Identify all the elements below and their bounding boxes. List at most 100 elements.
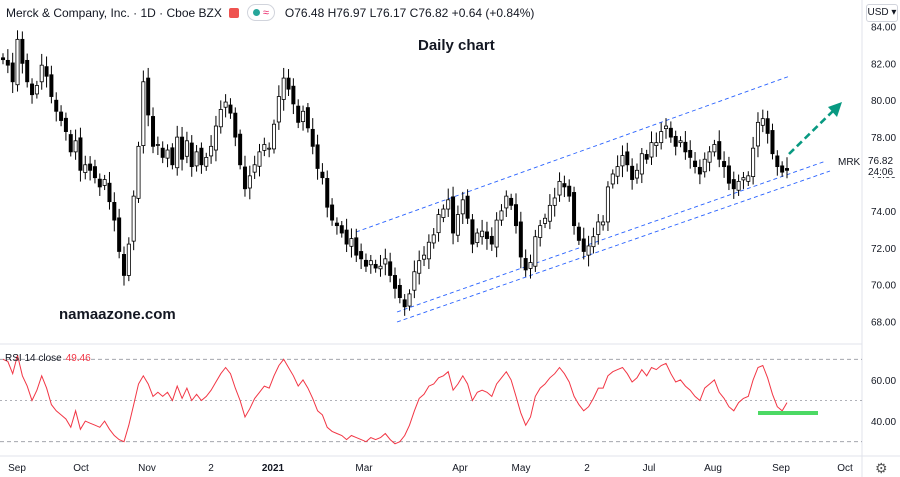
candle-body: [141, 81, 146, 146]
candle: [218, 100, 223, 134]
candle: [392, 267, 397, 299]
candle: [562, 175, 567, 198]
candle-body: [634, 169, 639, 179]
candle-body: [20, 38, 25, 64]
candle-body: [567, 185, 572, 197]
candle-body: [683, 141, 688, 153]
time-tick-label: Nov: [138, 463, 156, 474]
time-tick-label: Mar: [355, 463, 373, 474]
candle-body: [480, 230, 485, 238]
candle: [78, 127, 83, 182]
rsi-tick-label: 60.00: [871, 376, 896, 387]
candle: [34, 80, 39, 99]
candle-body: [610, 173, 615, 185]
candle-body: [39, 64, 44, 83]
candle-body: [310, 128, 315, 147]
time-tick-label: 2021: [262, 463, 285, 474]
candle: [146, 67, 151, 127]
candle: [131, 190, 136, 251]
candlestick-series: [0, 30, 790, 316]
candle: [15, 30, 20, 92]
candle-body: [180, 136, 185, 160]
candle-body: [422, 254, 427, 260]
candle-body: [755, 121, 760, 147]
candle: [242, 155, 247, 197]
candle-body: [630, 165, 635, 180]
candle-body: [218, 109, 223, 128]
time-tick-label: May: [512, 463, 531, 474]
candle: [702, 152, 707, 178]
time-tick-label: Apr: [452, 463, 468, 474]
rsi-pane: 40.00 60.00: [0, 355, 896, 445]
candle-body: [267, 147, 272, 150]
candle-body: [209, 145, 214, 157]
candle: [504, 190, 509, 217]
candle-body: [83, 164, 88, 173]
candle: [630, 158, 635, 190]
candle-body: [97, 178, 102, 188]
candle-body: [562, 183, 567, 188]
candle-body: [189, 142, 194, 168]
candle: [141, 70, 146, 154]
symbol-header: Merck & Company, Inc. · 1D · Cboe BZX ≈ …: [6, 4, 534, 21]
candle-body: [92, 166, 97, 179]
candle-body: [470, 219, 475, 245]
candle-body: [417, 260, 422, 274]
candle: [54, 92, 59, 122]
candle-body: [644, 154, 649, 160]
candle: [325, 170, 330, 218]
candle-body: [107, 182, 112, 203]
approx-icon: ≈: [262, 6, 269, 19]
flag-icon[interactable]: [228, 7, 239, 18]
candle: [731, 171, 736, 199]
candle-body: [368, 260, 373, 266]
candle: [117, 208, 122, 259]
currency-button[interactable]: USD ▾: [866, 4, 898, 22]
candle: [557, 172, 562, 202]
candle-body: [446, 199, 451, 210]
candle-body: [25, 59, 30, 83]
candle-body: [402, 299, 407, 308]
candle: [44, 56, 49, 88]
candle: [605, 181, 610, 231]
candle-body: [131, 195, 136, 242]
candle: [354, 228, 359, 262]
arrow-shaft: [788, 109, 835, 155]
time-tick-label: Aug: [704, 463, 722, 474]
candle: [180, 126, 185, 171]
candle: [470, 214, 475, 254]
candle: [436, 208, 441, 242]
candle-body: [746, 175, 751, 182]
candle-body: [533, 236, 538, 267]
candle: [620, 145, 625, 178]
last-price-label: 76.82: [868, 156, 893, 167]
candle-body: [673, 135, 678, 147]
candle: [262, 137, 267, 157]
rsi-legend[interactable]: RSI 14 close 49.46: [5, 353, 91, 364]
candle-body: [654, 142, 659, 146]
candle-body: [296, 105, 301, 123]
candle-body: [257, 151, 262, 167]
candle: [238, 129, 243, 170]
countdown-label: 24:06: [868, 167, 893, 178]
symbol-line[interactable]: Merck & Company, Inc. · 1D · Cboe BZX: [6, 5, 222, 20]
price-tick-label: 84.00: [871, 22, 896, 33]
candle: [518, 211, 523, 269]
candle: [446, 188, 451, 217]
candle: [552, 187, 557, 217]
candle-body: [780, 165, 785, 173]
candle-body: [286, 77, 291, 90]
candle: [368, 254, 373, 274]
candle-body: [596, 221, 601, 235]
candle: [625, 142, 630, 172]
settings-gear-icon[interactable]: ⚙: [875, 460, 888, 476]
candle: [126, 237, 131, 282]
candle-body: [668, 127, 673, 138]
candle: [688, 140, 693, 169]
candle: [136, 141, 141, 203]
candle-body: [397, 285, 402, 298]
candle: [330, 198, 335, 226]
candle-body: [436, 214, 441, 234]
candle-body: [688, 149, 693, 158]
market-status-pill[interactable]: ≈: [246, 4, 275, 21]
